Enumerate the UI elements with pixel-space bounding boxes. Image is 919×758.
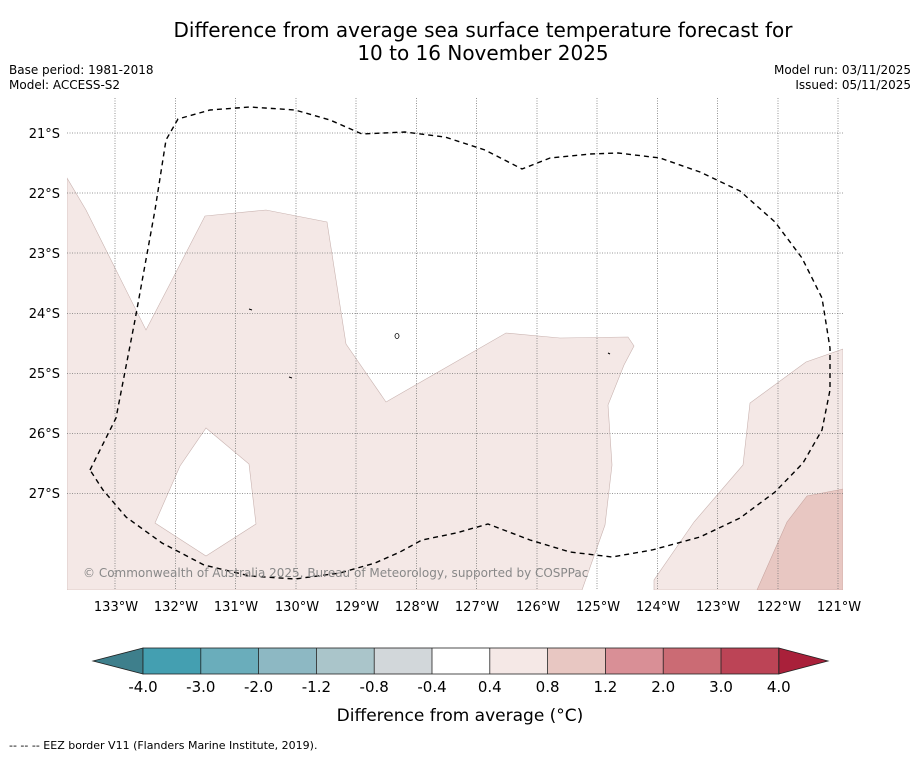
colorbar-tick-label: 0.8 [536,678,560,696]
colorbar-bin [200,648,259,674]
colorbar: -4.0 -3.0 -2.0 -1.2 -0.8 -0.4 0.4 0.8 1.… [91,647,830,726]
latitude-gridlines [67,132,843,494]
lon-tick-label: 124°W [636,600,680,615]
model-run: Model run: 03/11/2025 [773,63,911,77]
colorbar-bin [143,648,201,674]
anomaly-region-warm-corner [756,488,843,590]
info-left: Base period: 1981-2018 Model: ACCESS-S2 [9,63,154,93]
map-panel: © Commonwealth of Australia 2025, Bureau… [67,98,843,590]
island [288,376,293,379]
colorbar-bin [374,648,432,674]
lon-tick-label: 131°W [214,600,258,615]
copyright-notice: © Commonwealth of Australia 2025, Bureau… [83,566,588,580]
colorbar-bin [258,648,317,674]
colorbar-tick-label: 1.2 [593,678,617,696]
island [394,333,400,339]
colorbar-tick-label: -1.2 [302,678,331,696]
eez-legend-note: -- -- -- EEZ border V11 (Flanders Marine… [9,739,318,752]
model-name: Model: ACCESS-S2 [9,78,121,92]
lat-tick-label: 23°S [29,247,60,262]
colorbar-tick-label: -2.0 [244,678,273,696]
map-title: Difference from average sea surface temp… [150,19,816,65]
longitude-gridlines [114,98,839,590]
lon-tick-label: 125°W [576,600,620,615]
lon-tick-label: 123°W [696,600,740,615]
anomaly-region-west [67,177,635,590]
colorbar-bin [605,648,664,674]
colorbar-ticks: -4.0 -3.0 -2.0 -1.2 -0.8 -0.4 0.4 0.8 1.… [128,678,790,696]
lon-tick-label: 126°W [516,600,560,615]
colorbar-extend-high [778,647,830,675]
info-right: Model run: 03/11/2025 Issued: 05/11/2025 [774,63,911,93]
lat-tick-label: 26°S [29,427,60,442]
issued-date: Issued: 05/11/2025 [795,78,911,92]
island [248,308,253,311]
lon-tick-label: 121°W [817,600,861,615]
latitude-axis: 21°S 22°S 23°S 24°S 25°S 26°S 27°S [29,127,60,502]
colorbar-bin [663,648,721,674]
lat-tick-label: 21°S [29,127,60,142]
lon-tick-label: 130°W [275,600,319,615]
base-period: Base period: 1981-2018 [9,63,154,77]
lon-tick-label: 133°W [94,600,138,615]
colorbar-bin [316,648,375,674]
colorbar-tick-label: 2.0 [651,678,675,696]
colorbar-tick-label: -3.0 [186,678,215,696]
colorbar-tick-label: -0.8 [360,678,389,696]
colorbar-tick-label: -0.4 [417,678,446,696]
eez-border [89,106,831,580]
colorbar-tick-label: 4.0 [767,678,791,696]
colorbar-bin [432,648,490,674]
lon-tick-label: 128°W [395,600,439,615]
title-line-2: 10 to 16 November 2025 [357,41,609,65]
lat-tick-label: 24°S [29,307,60,322]
lat-tick-label: 22°S [29,187,60,202]
colorbar-bin [489,648,548,674]
colorbar-bin [721,648,779,674]
colorbar-extend-low [91,647,144,675]
colorbar-tick-label: -4.0 [128,678,157,696]
island [607,352,611,355]
lon-tick-label: 122°W [757,600,801,615]
colorbar-label: Difference from average (°C) [337,706,584,726]
colorbar-bin [547,648,606,674]
lat-tick-label: 25°S [29,367,60,382]
longitude-axis: 133°W 132°W 131°W 130°W 129°W 128°W 127°… [94,600,861,615]
colorbar-tick-label: 3.0 [709,678,733,696]
lon-tick-label: 129°W [335,600,379,615]
lon-tick-label: 127°W [455,600,499,615]
title-line-1: Difference from average sea surface temp… [173,18,793,42]
colorbar-tick-label: 0.4 [478,678,502,696]
lat-tick-label: 27°S [29,487,60,502]
lon-tick-label: 132°W [154,600,198,615]
